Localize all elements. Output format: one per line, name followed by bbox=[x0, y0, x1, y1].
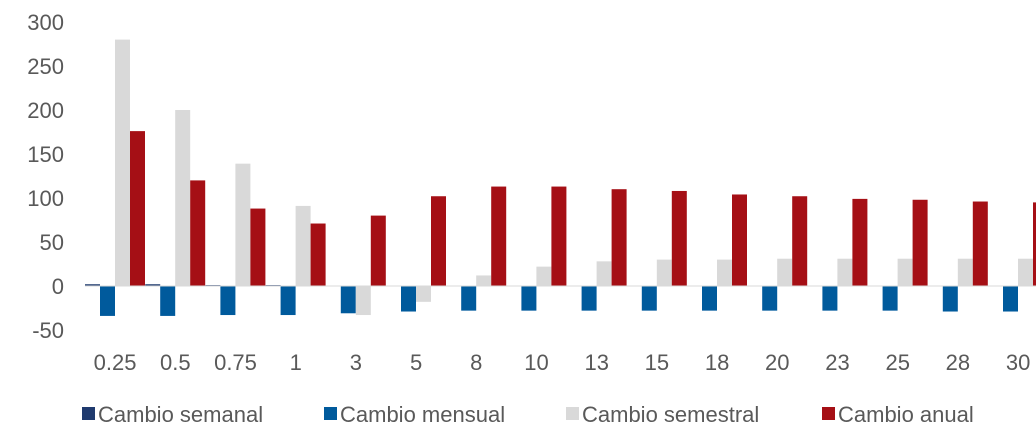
legend-swatch bbox=[324, 407, 337, 420]
x-tick-label: 3 bbox=[350, 350, 362, 375]
bar-cambio-semestral-8 bbox=[476, 275, 492, 286]
x-tick-label: 30 bbox=[1006, 350, 1030, 375]
bar-cambio-anual-0_5 bbox=[190, 180, 206, 286]
x-tick-label: 8 bbox=[470, 350, 482, 375]
bar-cambio-mensual-28 bbox=[942, 286, 958, 312]
bar-cambio-semanal-0_25 bbox=[85, 284, 100, 286]
bar-cambio-anual-25 bbox=[912, 199, 928, 286]
y-tick-label: 200 bbox=[27, 98, 64, 123]
bar-cambio-anual-1 bbox=[310, 223, 326, 286]
bar-cambio-mensual-0_75 bbox=[220, 286, 236, 316]
x-tick-label: 5 bbox=[410, 350, 422, 375]
legend-label: Cambio anual bbox=[838, 402, 974, 427]
bar-cambio-mensual-10 bbox=[521, 286, 537, 311]
x-tick-label: 0.5 bbox=[160, 350, 191, 375]
legend-label: Cambio semestral bbox=[582, 402, 759, 427]
y-tick-label: -50 bbox=[32, 318, 64, 343]
bar-cambio-mensual-8 bbox=[461, 286, 477, 311]
bar-cambio-semestral-23 bbox=[837, 258, 853, 286]
bar-cambio-mensual-5 bbox=[401, 286, 416, 312]
bar-cambio-anual-30 bbox=[1033, 202, 1036, 286]
x-tick-label: 1 bbox=[290, 350, 302, 375]
bar-cambio-anual-28 bbox=[972, 201, 988, 286]
bar-cambio-mensual-15 bbox=[641, 286, 657, 311]
bar-cambio-anual-13 bbox=[611, 189, 627, 286]
bar-cambio-anual-15 bbox=[671, 190, 687, 286]
bar-cambio-semestral-5 bbox=[416, 286, 431, 302]
bar-cambio-anual-0_75 bbox=[250, 208, 266, 286]
x-tick-label: 23 bbox=[825, 350, 849, 375]
x-tick-label: 10 bbox=[524, 350, 548, 375]
y-tick-label: 0 bbox=[52, 274, 64, 299]
y-tick-label: 100 bbox=[27, 186, 64, 211]
x-tick-label: 0.25 bbox=[94, 350, 137, 375]
x-tick-label: 20 bbox=[765, 350, 789, 375]
legend-swatch bbox=[566, 407, 579, 420]
x-tick-label: 13 bbox=[584, 350, 608, 375]
bar-cambio-semestral-15 bbox=[656, 259, 672, 286]
bar-cambio-mensual-3 bbox=[340, 286, 356, 314]
y-tick-label: 250 bbox=[27, 54, 64, 79]
bar-cambio-semestral-13 bbox=[596, 261, 612, 286]
bar-cambio-semestral-0_75 bbox=[235, 163, 251, 286]
bars-group bbox=[85, 39, 1036, 316]
bar-cambio-anual-18 bbox=[732, 194, 747, 286]
bar-cambio-mensual-1 bbox=[280, 286, 296, 316]
bar-cambio-semestral-1 bbox=[295, 205, 311, 286]
x-tick-label: 15 bbox=[645, 350, 669, 375]
x-tick-label: 28 bbox=[946, 350, 970, 375]
y-tick-label: 300 bbox=[27, 10, 64, 35]
bar-cambio-mensual-0_5 bbox=[160, 286, 176, 316]
bar-cambio-anual-8 bbox=[491, 186, 507, 286]
bar-cambio-semestral-18 bbox=[717, 259, 732, 286]
bar-cambio-semestral-25 bbox=[897, 258, 913, 286]
bar-cambio-semestral-0_5 bbox=[175, 110, 191, 286]
x-tick-label: 18 bbox=[705, 350, 729, 375]
legend-label: Cambio semanal bbox=[98, 402, 263, 427]
y-tick-label: 150 bbox=[27, 142, 64, 167]
bar-cambio-semestral-30 bbox=[1018, 258, 1033, 286]
x-axis: 0.25 0.5 0.75 1 3 5 8 10 13 15 18 20 23 25 28 30 bbox=[94, 350, 1031, 375]
legend-swatch bbox=[82, 407, 95, 420]
bar-cambio-semestral-10 bbox=[536, 266, 552, 286]
bar-cambio-semestral-20 bbox=[777, 258, 793, 286]
bar-cambio-mensual-23 bbox=[822, 286, 838, 311]
bar-cambio-anual-10 bbox=[551, 186, 567, 286]
bar-cambio-semestral-0_25 bbox=[115, 39, 130, 286]
x-tick-label: 25 bbox=[885, 350, 909, 375]
bar-cambio-semestral-28 bbox=[957, 258, 973, 286]
bar-cambio-mensual-18 bbox=[702, 286, 717, 311]
bar-cambio-anual-23 bbox=[852, 198, 868, 286]
bar-cambio-semestral-3 bbox=[355, 286, 371, 316]
y-tick-label: 50 bbox=[40, 230, 64, 255]
bar-cambio-anual-20 bbox=[792, 196, 808, 286]
x-tick-label: 0.75 bbox=[214, 350, 257, 375]
y-axis: -50 0 50 100 150 200 250 300 bbox=[27, 10, 64, 343]
legend-swatch bbox=[822, 407, 835, 420]
bar-cambio-anual-3 bbox=[370, 215, 386, 286]
bar-cambio-anual-5 bbox=[431, 196, 446, 286]
bar-cambio-mensual-0_25 bbox=[100, 286, 115, 316]
legend-label: Cambio mensual bbox=[340, 402, 505, 427]
bar-cambio-mensual-20 bbox=[762, 286, 778, 311]
bar-cambio-mensual-25 bbox=[882, 286, 898, 311]
bar-cambio-semanal-0_5 bbox=[145, 284, 161, 286]
bar-cambio-mensual-13 bbox=[581, 286, 597, 311]
legend: Cambio semanal Cambio mensual Cambio semes… bbox=[82, 402, 974, 427]
bar-cambio-anual-0_25 bbox=[130, 131, 145, 286]
bar-cambio-mensual-30 bbox=[1003, 286, 1018, 312]
